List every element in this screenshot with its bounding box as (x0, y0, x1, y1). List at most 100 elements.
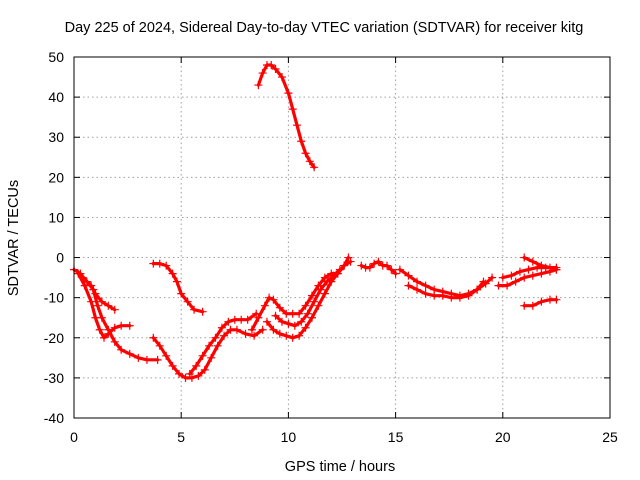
data-point (307, 291, 316, 300)
series-arc-9 (262, 257, 355, 342)
data-point (183, 297, 192, 306)
data-point (217, 323, 226, 332)
data-point (149, 333, 158, 342)
data-point (545, 263, 554, 272)
x-tick-label: 15 (388, 429, 404, 445)
data-point (292, 121, 301, 130)
data-point (250, 331, 259, 340)
data-point (175, 369, 184, 378)
data-point (552, 295, 561, 304)
data-point (305, 157, 314, 166)
data-point (155, 341, 164, 350)
data-point (117, 345, 126, 354)
series-arc-4 (149, 325, 267, 382)
x-tick-label: 25 (602, 429, 618, 445)
data-point (168, 361, 177, 370)
data-point (78, 273, 87, 282)
data-point (104, 301, 113, 310)
data-point (494, 281, 503, 290)
y-tick-label: 10 (48, 209, 64, 225)
data-point (404, 281, 413, 290)
data-point (346, 257, 355, 266)
data-point (511, 277, 520, 286)
data-point (187, 373, 196, 382)
data-point (275, 303, 284, 312)
data-point (307, 313, 316, 322)
data-point (142, 355, 151, 364)
data-point (488, 273, 497, 282)
data-point (365, 263, 374, 272)
data-point (295, 331, 304, 340)
data-point (162, 351, 171, 360)
data-point (290, 321, 299, 330)
data-point (200, 365, 209, 374)
data-point (267, 61, 276, 70)
data-point (271, 65, 280, 74)
data-point (269, 295, 278, 304)
series-arc-17 (520, 295, 561, 310)
data-point (220, 331, 229, 340)
data-point (520, 273, 529, 282)
data-point (421, 281, 430, 290)
data-point (275, 329, 284, 338)
data-point (93, 301, 102, 310)
data-point (277, 317, 286, 326)
data-point (329, 271, 338, 280)
data-point (224, 317, 233, 326)
data-point (243, 315, 252, 324)
data-point (288, 333, 297, 342)
series-arc-2 (74, 269, 134, 342)
x-tick-label: 10 (281, 429, 297, 445)
x-tick-label: 20 (495, 429, 511, 445)
data-point (134, 353, 143, 362)
data-point (447, 293, 456, 302)
data-point (322, 277, 331, 286)
data-point (207, 353, 216, 362)
plot-frame (73, 56, 611, 419)
data-point (172, 277, 181, 286)
data-point (194, 371, 203, 380)
data-point (320, 273, 329, 282)
data-point (374, 257, 383, 266)
data-point (335, 265, 344, 274)
data-point (198, 307, 207, 316)
series-line (522, 298, 558, 308)
data-point (185, 369, 194, 378)
axis-ticks: 0 5 10 15 20 25 -40 -30 -20 -10 0 10 20 30 40 50 (44, 49, 618, 445)
data-point (537, 297, 546, 306)
data-point (413, 277, 422, 286)
data-point (395, 265, 404, 274)
data-point (455, 293, 464, 302)
series-arc-5 (185, 309, 261, 378)
data-point (74, 269, 83, 278)
series-line (81, 276, 117, 312)
data-point (265, 293, 274, 302)
y-tick-label: -10 (44, 290, 64, 306)
data-point (295, 309, 304, 318)
data-point (177, 289, 186, 298)
data-point (168, 269, 177, 278)
grid (74, 57, 610, 418)
data-point (515, 267, 524, 276)
data-point (117, 321, 126, 330)
y-axis-label: SDTVAR / TECUs (6, 180, 22, 296)
data-point (100, 333, 109, 342)
series-arc-7 (254, 61, 319, 172)
series-line (188, 312, 258, 376)
series-arc-3 (78, 273, 119, 314)
data-point (421, 289, 430, 298)
data-point (528, 257, 537, 266)
data-point (213, 341, 222, 350)
data-point (232, 325, 241, 334)
data-point (125, 321, 134, 330)
y-tick-label: -30 (44, 370, 64, 386)
data-point (297, 317, 306, 326)
data-point (310, 163, 319, 172)
x-tick-label: 5 (177, 429, 185, 445)
data-point (271, 311, 280, 320)
data-point (430, 291, 439, 300)
data-point (537, 269, 546, 278)
series-arc-11 (357, 257, 400, 278)
series-layer (70, 61, 561, 382)
